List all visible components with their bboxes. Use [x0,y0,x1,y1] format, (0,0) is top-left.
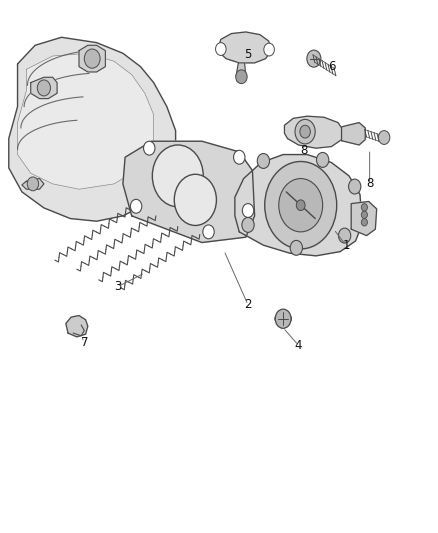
Circle shape [360,219,367,226]
Circle shape [143,141,155,155]
Polygon shape [217,32,271,63]
Polygon shape [66,316,88,337]
Circle shape [84,49,100,68]
Circle shape [275,309,290,328]
Circle shape [152,145,203,207]
Polygon shape [234,155,361,256]
Circle shape [130,199,141,213]
Circle shape [316,152,328,167]
Circle shape [27,177,39,191]
Circle shape [264,161,336,249]
Text: 2: 2 [244,298,251,311]
Circle shape [296,200,304,211]
Polygon shape [18,53,153,189]
Text: 3: 3 [114,280,121,293]
Circle shape [241,217,254,232]
Polygon shape [284,116,343,148]
Text: 5: 5 [244,48,251,61]
Circle shape [306,50,320,67]
Text: 8: 8 [365,177,372,190]
Polygon shape [236,63,245,83]
Text: 6: 6 [327,60,335,72]
Circle shape [174,174,216,225]
Circle shape [202,225,214,239]
Circle shape [338,228,350,243]
Polygon shape [341,123,364,145]
Polygon shape [31,77,57,99]
Polygon shape [123,141,254,243]
Polygon shape [79,45,105,72]
Text: 8: 8 [300,144,307,157]
Circle shape [235,70,247,84]
Circle shape [233,150,244,164]
Circle shape [360,204,367,211]
Circle shape [263,43,274,56]
Circle shape [290,240,302,255]
Polygon shape [350,201,376,236]
Circle shape [257,154,269,168]
Circle shape [294,119,314,144]
Text: 1: 1 [341,239,349,252]
Circle shape [37,80,50,96]
Circle shape [378,131,389,144]
Circle shape [348,179,360,194]
Circle shape [360,211,367,219]
Polygon shape [9,37,175,221]
Circle shape [242,204,253,217]
Circle shape [299,125,310,138]
Polygon shape [22,179,44,189]
Text: 7: 7 [80,336,88,349]
Text: 4: 4 [294,339,302,352]
Circle shape [278,179,322,232]
Circle shape [215,43,226,55]
